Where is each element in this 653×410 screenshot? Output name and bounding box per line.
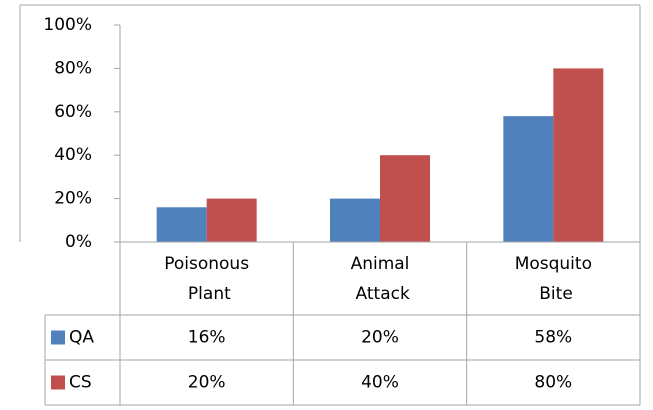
data-label: 58% <box>534 328 572 348</box>
legend-swatch <box>51 375 65 390</box>
data-label: 20% <box>188 373 226 393</box>
bar <box>553 68 604 243</box>
bar <box>380 155 430 242</box>
data-label: 20% <box>361 328 399 348</box>
y-tick-label: 40% <box>54 145 92 165</box>
data-label: 80% <box>534 373 572 393</box>
bar <box>206 198 257 242</box>
x-tick-label: Animal Attack <box>350 254 410 304</box>
y-tick-label: 100% <box>43 15 92 35</box>
x-tick-label: Poisonous Plant <box>164 254 249 304</box>
legend-label: QA <box>69 328 94 348</box>
bar <box>330 198 380 242</box>
y-tick-label: 80% <box>54 58 92 78</box>
bar <box>156 207 207 242</box>
data-label: 16% <box>188 328 226 348</box>
bar <box>503 116 554 242</box>
legend-swatch <box>51 330 65 345</box>
legend-label: CS <box>69 373 92 393</box>
y-tick-label: 20% <box>54 189 92 209</box>
x-tick-label: Mosquito Bite <box>515 254 592 304</box>
y-tick-label: 0% <box>65 232 92 252</box>
y-tick-label: 60% <box>54 102 92 122</box>
data-label: 40% <box>361 373 399 393</box>
